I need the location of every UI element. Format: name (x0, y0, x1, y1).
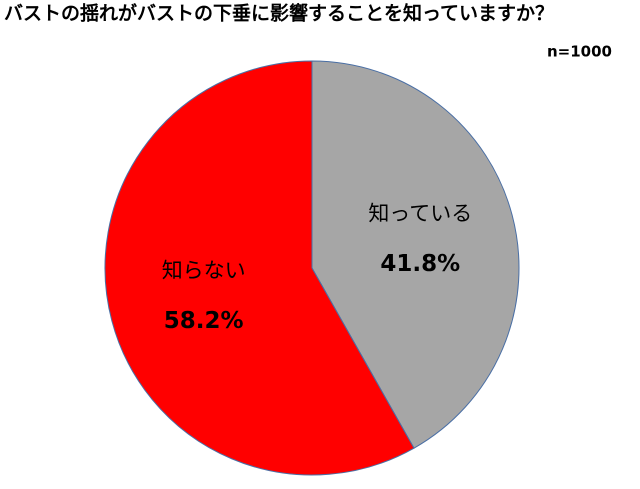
chart-subtitle: n=1000 (547, 43, 612, 61)
value-label: 41.8% (380, 251, 460, 277)
slice-label: 知らない (162, 259, 246, 283)
pie-slice (311, 60, 520, 449)
pie-slice (104, 60, 415, 476)
value-label: 58.2% (164, 308, 244, 334)
chart-title: バストの揺れがバストの下垂に影響することを知っていますか？ (4, 2, 554, 25)
slice-label: 知っている (368, 201, 472, 225)
